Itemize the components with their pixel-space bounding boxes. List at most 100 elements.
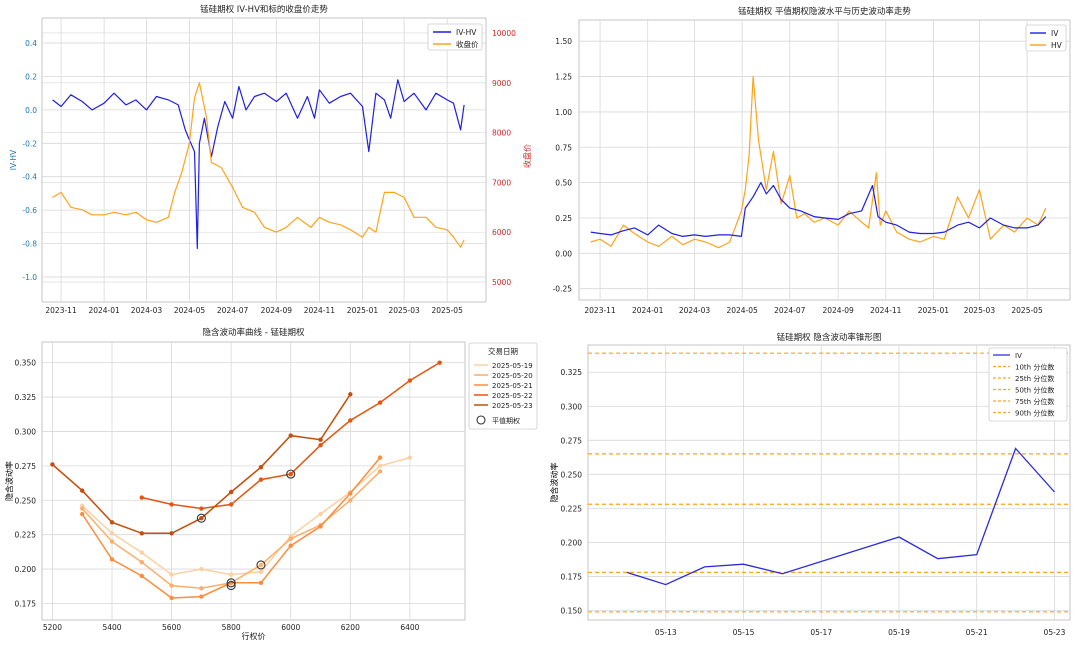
- y-tick-label: 1.00: [555, 108, 572, 117]
- smile-point: [258, 569, 264, 575]
- x-tick-label: 2024-03: [679, 306, 711, 315]
- legend-label: 50th 分位数: [1015, 386, 1054, 395]
- smile-point: [169, 502, 174, 507]
- x-tick-label: 2025-03: [964, 306, 996, 315]
- smile-point: [109, 520, 115, 525]
- x-tick-label: 2025-03: [388, 306, 420, 315]
- y-tick-label: 0.2: [25, 72, 37, 81]
- y-tick-label: -0.2: [22, 139, 37, 148]
- y-tick-label: 1.25: [555, 73, 572, 82]
- smile-point: [377, 463, 383, 469]
- x-tick-label: 6400: [400, 623, 419, 632]
- smile-point: [109, 557, 115, 562]
- atm-marker: [256, 560, 266, 570]
- y-tick-label: 0.325: [15, 393, 37, 402]
- y-right-axis-label: 收盘价: [522, 144, 532, 168]
- legend-label: 平值期权: [492, 416, 520, 425]
- smile-point: [139, 531, 144, 536]
- y-tick-label: 0.75: [555, 143, 572, 152]
- smile-point: [109, 539, 115, 544]
- smile-point: [199, 506, 204, 511]
- legend-label: 2025-05-21: [492, 382, 533, 390]
- x-tick-label: 2024-07: [774, 306, 806, 315]
- smile-point: [139, 550, 144, 555]
- smile-point: [199, 566, 204, 572]
- smile-point: [348, 498, 353, 503]
- smile-point: [109, 531, 115, 536]
- y-tick-label: 0.275: [561, 436, 583, 445]
- y-axis-label: 隐含波动率: [549, 463, 559, 503]
- x-tick-label: 2023-11: [584, 306, 616, 315]
- y-tick-label: 0.0: [25, 106, 37, 115]
- smile-point: [80, 488, 85, 493]
- y-right-tick-label: 7000: [492, 178, 511, 187]
- smile-point: [318, 511, 323, 517]
- series-line-IV: [626, 447, 1055, 586]
- smile-point: [348, 418, 353, 423]
- legend-label: 收盘价: [456, 39, 479, 49]
- y-tick-label: 0.25: [555, 214, 572, 223]
- x-tick-label: 05-19: [888, 628, 910, 637]
- smile-point: [348, 392, 353, 397]
- smile-point: [169, 595, 174, 601]
- y-tick-label: -0.25: [553, 285, 573, 294]
- smile-point: [199, 594, 204, 599]
- y-right-tick-label: 10000: [492, 29, 516, 38]
- smile-point: [228, 489, 234, 495]
- x-tick-label: 05-17: [810, 628, 832, 637]
- smile-point: [169, 572, 174, 577]
- legend-label: 10th 分位数: [1015, 363, 1054, 372]
- plot-frame: [41, 17, 487, 303]
- y-axis-label: IV-HV: [9, 149, 18, 170]
- smile-point: [139, 573, 144, 579]
- x-tick-label: 2024-09: [822, 306, 854, 315]
- y-right-tick-label: 8000: [492, 129, 511, 138]
- x-tick-label: 5600: [162, 623, 181, 632]
- legend-label: 2025-05-20: [492, 372, 533, 380]
- y-tick-label: 0.225: [15, 531, 37, 540]
- x-tick-label: 6000: [281, 623, 300, 632]
- x-tick-label: 05-23: [1044, 628, 1066, 637]
- smile-point: [437, 360, 442, 365]
- smile-point: [348, 491, 353, 496]
- atm-marker: [226, 578, 236, 588]
- y-tick-label: 0.250: [561, 470, 583, 479]
- chart-title: 隐含波动率曲线 - 锰硅期权: [203, 327, 305, 338]
- smile-point: [318, 524, 323, 529]
- y-tick-label: 0.50: [555, 179, 572, 188]
- y-right-tick-label: 5000: [492, 278, 511, 287]
- smile-point: [258, 477, 264, 482]
- x-tick-label: 2025-01: [918, 306, 950, 315]
- series-line-收盘价: [52, 82, 465, 248]
- smile-point: [318, 443, 323, 448]
- y-tick-label: 0.300: [15, 427, 37, 436]
- legend-label: 75th 分位数: [1015, 397, 1054, 406]
- legend-label: HV: [1051, 41, 1063, 50]
- smile-point: [199, 586, 204, 591]
- series-line-IV-HV: [52, 79, 465, 250]
- smile-point: [288, 543, 293, 548]
- smile-point: [288, 471, 293, 477]
- chart-title: 锰硅期权 平值期权隐波水平与历史波动率走势: [738, 6, 911, 17]
- x-tick-label: 05-13: [655, 628, 677, 637]
- legend-label: IV: [1051, 29, 1059, 38]
- atm-marker: [226, 581, 236, 591]
- y-axis-label: 隐含波动率: [4, 461, 14, 501]
- x-tick-label: 2024-01: [88, 306, 120, 315]
- y-tick-label: -0.8: [22, 240, 37, 249]
- smile-point: [228, 572, 234, 577]
- x-tick-label: 5400: [102, 623, 121, 632]
- smile-point: [377, 400, 383, 405]
- y-tick-label: 0.225: [561, 504, 583, 513]
- x-tick-label: 2024-11: [870, 306, 902, 315]
- legend-atm-marker: [476, 415, 486, 425]
- y-tick-label: -0.6: [22, 206, 37, 215]
- y-tick-label: 0.250: [15, 496, 37, 505]
- atm-marker: [286, 469, 296, 479]
- smile-point: [288, 536, 293, 542]
- smile-point: [377, 469, 383, 474]
- y-right-tick-label: 9000: [492, 79, 511, 88]
- plot-frame: [578, 19, 1071, 301]
- x-tick-label: 2024-07: [217, 306, 249, 315]
- x-tick-label: 2024-01: [632, 306, 664, 315]
